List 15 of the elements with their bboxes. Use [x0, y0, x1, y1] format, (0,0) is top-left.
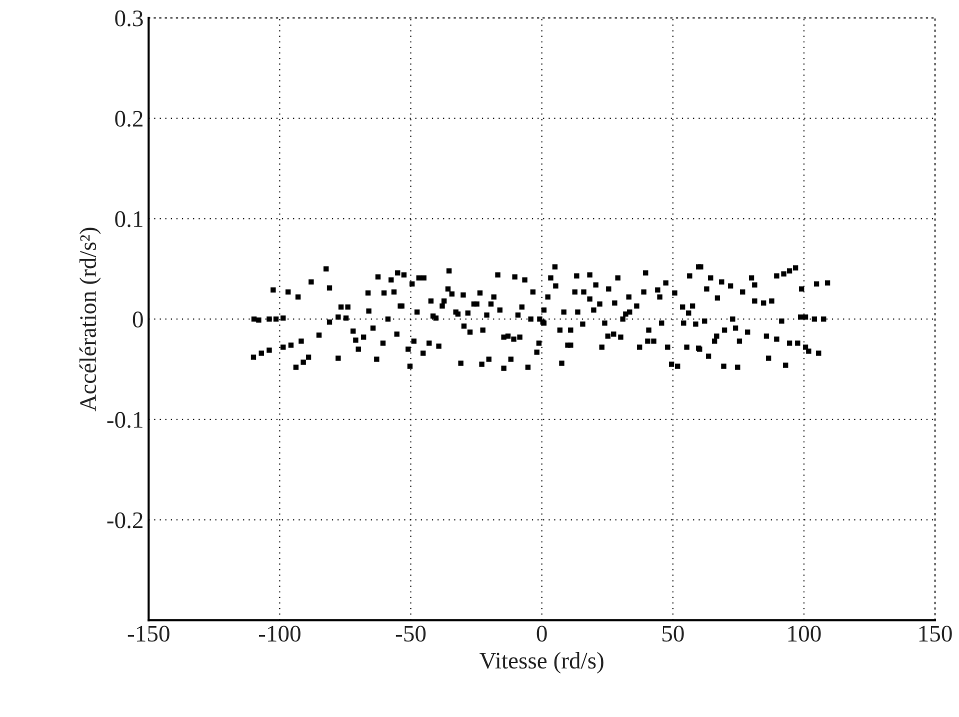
x-tick-label: -50	[396, 626, 426, 642]
y-tick-label: 0	[132, 312, 143, 328]
x-tick-label: -150	[128, 626, 170, 642]
x-tick-label: 150	[919, 626, 952, 642]
x-tick-label: -100	[258, 626, 300, 642]
y-tick-label: -0.2	[107, 512, 142, 528]
y-tick-label: 0.2	[115, 110, 142, 127]
x-axis-title: Vitesse (rd/s)	[480, 652, 604, 674]
x-tick-label: 50	[662, 626, 684, 642]
y-axis-title: Accélération (rd/s²)	[79, 228, 101, 412]
x-tick-label: 0	[536, 626, 547, 642]
y-tick-label: -0.1	[107, 412, 142, 428]
y-tick-label: 0.1	[115, 211, 142, 228]
y-tick-label: 0.3	[115, 10, 143, 26]
x-tick-label: 100	[788, 626, 821, 642]
